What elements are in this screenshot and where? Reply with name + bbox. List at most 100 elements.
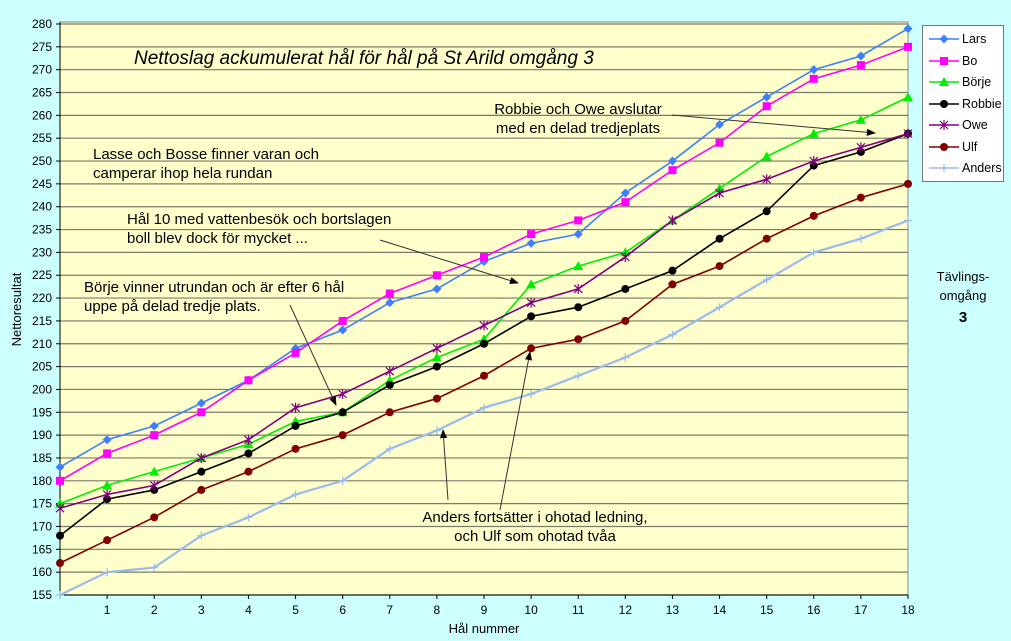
- legend-label: Owe: [962, 118, 988, 132]
- data-point-bo: [432, 271, 441, 280]
- series-lars: [55, 24, 913, 472]
- data-point-lars: [809, 65, 819, 75]
- data-point-owe: [526, 297, 536, 308]
- legend-item-anders: Anders: [929, 158, 1002, 178]
- data-point-owe: [856, 142, 866, 153]
- data-point-robbie: [527, 312, 536, 321]
- data-point-brje: [855, 114, 866, 124]
- data-point-ulf: [244, 467, 253, 476]
- data-point-ulf: [103, 536, 112, 545]
- data-point-robbie: [762, 207, 771, 216]
- annotation-line: uppe på delad tredje plats.: [84, 298, 261, 315]
- data-point-lars: [149, 421, 159, 431]
- y-tick-label: 180: [32, 474, 52, 488]
- data-point-anders: [338, 476, 347, 485]
- data-point-anders: [762, 275, 771, 284]
- y-tick-label: 265: [32, 86, 52, 100]
- data-point-lars: [762, 92, 772, 102]
- legend-swatch: [929, 34, 959, 44]
- data-point-ulf: [668, 280, 677, 289]
- annotation-line: och Ulf som ohotad tvåa: [454, 528, 616, 545]
- data-point-owe: [244, 434, 253, 445]
- data-point-anders: [56, 591, 64, 599]
- data-point-bo: [856, 61, 865, 70]
- data-point-ulf: [432, 394, 441, 403]
- data-point-owe: [809, 156, 819, 167]
- data-point-bo: [56, 476, 64, 485]
- data-point-anders: [574, 371, 583, 380]
- data-point-owe: [715, 188, 724, 199]
- data-point-anders: [385, 444, 394, 453]
- data-point-bo: [291, 348, 300, 357]
- series-anders: [56, 216, 912, 599]
- data-point-ulf: [904, 179, 912, 188]
- x-tick-label: 8: [434, 603, 441, 617]
- y-tick-label: 190: [32, 428, 52, 442]
- data-point-ulf: [809, 211, 818, 220]
- data-point-lars: [102, 435, 112, 445]
- legend-item-brje: Börje: [929, 72, 991, 92]
- plot-area: [59, 21, 909, 596]
- data-point-brje: [431, 352, 442, 362]
- y-tick-label: 230: [32, 245, 52, 259]
- y-tick-label: 255: [32, 131, 52, 145]
- data-point-bo: [150, 431, 159, 440]
- legend-label: Bo: [962, 53, 978, 68]
- legend-swatch: [929, 56, 959, 65]
- legend-item-owe: Owe: [929, 115, 988, 135]
- annotation-line: boll blev dock för mycket ...: [127, 230, 308, 247]
- data-point-lars: [55, 462, 65, 472]
- data-point-owe: [432, 343, 442, 354]
- legend-label: Börje: [962, 75, 992, 89]
- x-tick-label: 6: [339, 603, 346, 617]
- x-tick-label: 2: [151, 603, 158, 617]
- legend-swatch: [929, 77, 959, 86]
- data-point-ulf: [715, 262, 724, 271]
- legend-item-ulf: Ulf: [929, 137, 977, 157]
- round-label: Tävlings- omgång 3: [928, 267, 998, 327]
- legend-marker: [939, 120, 949, 130]
- annotation-line: Börje vinner utrundan och är efter 6 hål: [84, 279, 345, 296]
- data-point-anders: [715, 303, 724, 312]
- data-point-robbie: [668, 266, 677, 275]
- legend-item-robbie: Robbie: [929, 94, 1002, 114]
- data-point-anders: [432, 426, 441, 435]
- x-tick-label: 13: [666, 603, 680, 617]
- data-point-owe: [573, 283, 583, 294]
- y-tick-label: 210: [32, 337, 52, 351]
- legend-marker: [940, 56, 948, 65]
- data-point-bo: [197, 408, 206, 417]
- legend-marker: [940, 142, 948, 151]
- data-point-owe: [196, 452, 206, 463]
- data-point-owe: [620, 251, 630, 262]
- data-point-ulf: [621, 316, 630, 325]
- data-point-owe: [385, 366, 395, 377]
- data-point-anders: [197, 531, 206, 540]
- data-point-bo: [809, 74, 818, 83]
- data-point-ulf: [291, 444, 300, 453]
- data-point-anders: [856, 234, 865, 243]
- data-point-ulf: [150, 513, 159, 522]
- y-tick-label: 165: [32, 542, 52, 556]
- y-tick-label: 235: [32, 223, 52, 237]
- legend-label: Robbie: [962, 96, 1002, 111]
- data-point-robbie: [715, 234, 724, 243]
- data-point-robbie: [480, 339, 488, 348]
- y-tick-label: 185: [32, 451, 52, 465]
- data-point-bo: [527, 230, 536, 239]
- data-point-lars: [526, 238, 536, 248]
- data-point-anders: [668, 330, 677, 339]
- y-tick-label: 280: [32, 17, 52, 31]
- round-number: 3: [958, 309, 968, 326]
- data-point-ulf: [385, 408, 394, 417]
- data-point-robbie: [621, 284, 630, 293]
- x-tick-label: 4: [245, 603, 252, 617]
- data-point-bo: [480, 252, 488, 261]
- data-point-robbie: [197, 467, 206, 476]
- data-point-anders: [621, 353, 630, 362]
- data-point-brje: [903, 92, 913, 102]
- x-tick-label: 16: [807, 603, 821, 617]
- data-point-ulf: [574, 335, 583, 344]
- data-point-bo: [762, 102, 771, 111]
- annotation-arrow: [671, 114, 876, 136]
